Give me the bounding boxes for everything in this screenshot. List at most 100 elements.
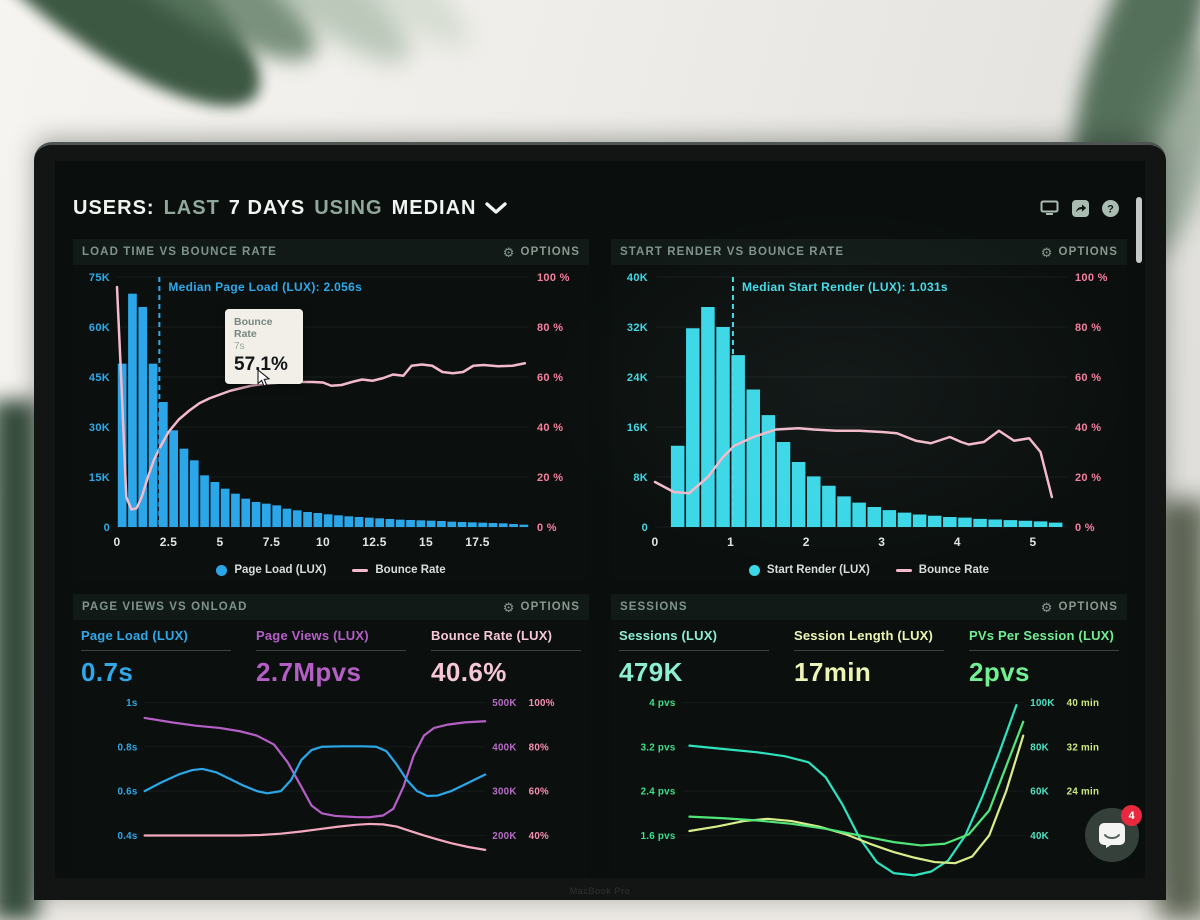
svg-text:60 %: 60 % — [537, 372, 563, 384]
options-button[interactable]: ⚙ OPTIONS — [1041, 246, 1118, 259]
tooltip-series: Bounce Rate — [234, 316, 294, 340]
options-button[interactable]: ⚙ OPTIONS — [1041, 601, 1118, 614]
svg-text:80K: 80K — [1030, 742, 1049, 753]
laptop: USERS: LAST 7 DAYS USING MEDIAN — [34, 142, 1166, 900]
svg-text:300K: 300K — [492, 787, 516, 798]
svg-text:0 %: 0 % — [537, 522, 557, 534]
legend-line-marker — [896, 569, 912, 572]
svg-text:15K: 15K — [89, 472, 110, 484]
chat-widget-button[interactable]: 4 — [1085, 808, 1139, 862]
legend-item: Bounce Rate — [352, 564, 445, 576]
svg-text:10: 10 — [316, 535, 330, 549]
svg-text:3.2 pvs: 3.2 pvs — [641, 742, 676, 753]
options-label: OPTIONS — [521, 601, 580, 613]
metric-divider — [431, 650, 581, 651]
panel-header: START RENDER VS BOUNCE RATE ⚙ OPTIONS — [611, 239, 1127, 265]
panel-sessions: SESSIONS ⚙ OPTIONS Sessions (LUX) 479K — [611, 594, 1127, 878]
legend-item: Bounce Rate — [896, 564, 989, 576]
users-range-dropdown[interactable]: USERS: LAST 7 DAYS USING MEDIAN — [73, 197, 507, 220]
metric-page-views: Page Views (LUX) 2.7Mpvs — [256, 628, 406, 688]
svg-text:40 min: 40 min — [1067, 698, 1099, 709]
svg-text:60K: 60K — [1030, 787, 1049, 798]
svg-text:0: 0 — [114, 535, 121, 549]
options-button[interactable]: ⚙ OPTIONS — [503, 246, 580, 259]
chat-unread-badge: 4 — [1121, 805, 1142, 826]
svg-text:2.4 pvs: 2.4 pvs — [641, 787, 676, 798]
panel-header: LOAD TIME VS BOUNCE RATE ⚙ OPTIONS — [73, 239, 589, 265]
svg-text:2: 2 — [803, 535, 810, 549]
laptop-bezel-text: MacBook Pro — [34, 886, 1166, 896]
svg-text:80 %: 80 % — [537, 322, 563, 334]
metric-value: 479K — [619, 657, 769, 688]
header-icons: ? — [1040, 200, 1119, 217]
svg-text:20 %: 20 % — [1075, 472, 1101, 484]
options-label: OPTIONS — [1059, 601, 1118, 613]
metric-label: Page Load (LUX) — [81, 628, 231, 643]
svg-text:400K: 400K — [492, 742, 516, 753]
metric-value: 17min — [794, 657, 944, 688]
panel-body: Sessions (LUX) 479K Session Length (LUX)… — [611, 620, 1127, 878]
legend-item: Start Render (LUX) — [749, 564, 870, 576]
svg-text:32K: 32K — [627, 322, 648, 334]
chart-legend: Page Load (LUX) Bounce Rate — [73, 559, 589, 581]
dashboard-screen: USERS: LAST 7 DAYS USING MEDIAN — [55, 161, 1145, 878]
scrollbar-thumb[interactable] — [1136, 197, 1142, 263]
svg-text:5: 5 — [217, 535, 224, 549]
svg-text:80 %: 80 % — [1075, 322, 1101, 334]
svg-text:60K: 60K — [89, 322, 110, 334]
svg-text:4: 4 — [954, 535, 961, 549]
share-icon[interactable] — [1072, 200, 1089, 217]
svg-text:17.5: 17.5 — [465, 535, 490, 549]
svg-text:40K: 40K — [1030, 831, 1049, 842]
svg-text:0: 0 — [642, 522, 648, 534]
svg-text:1.6 pvs: 1.6 pvs — [641, 831, 676, 842]
gear-icon: ⚙ — [503, 246, 516, 259]
chart-legend: Start Render (LUX) Bounce Rate — [611, 559, 1127, 581]
panel-load-time-vs-bounce-rate: LOAD TIME VS BOUNCE RATE ⚙ OPTIONS 0 15K 3… — [73, 239, 589, 581]
panel-title: START RENDER VS BOUNCE RATE — [620, 246, 844, 258]
tooltip-x-value: 7s — [234, 341, 294, 352]
metric-pvs-per-session: PVs Per Session (LUX) 2pvs — [969, 628, 1119, 688]
chevron-down-icon — [485, 202, 507, 215]
svg-text:5: 5 — [1029, 535, 1036, 549]
title-part: LAST — [164, 197, 220, 220]
svg-text:30K: 30K — [89, 422, 110, 434]
metric-sessions: Sessions (LUX) 479K — [619, 628, 769, 688]
svg-text:80%: 80% — [529, 742, 549, 753]
help-icon[interactable]: ? — [1102, 200, 1119, 217]
metric-label: PVs Per Session (LUX) — [969, 628, 1119, 643]
mouse-cursor-icon — [257, 369, 273, 387]
title-part: 7 DAYS — [229, 197, 305, 220]
metric-label: Session Length (LUX) — [794, 628, 944, 643]
metrics-row: Sessions (LUX) 479K Session Length (LUX)… — [611, 620, 1127, 690]
metric-divider — [619, 650, 769, 651]
options-label: OPTIONS — [1059, 246, 1118, 258]
panel-start-render-vs-bounce-rate: START RENDER VS BOUNCE RATE ⚙ OPTIONS 0 8… — [611, 239, 1127, 581]
plant-leaf — [0, 400, 38, 920]
svg-text:40 %: 40 % — [1075, 422, 1101, 434]
display-icon[interactable] — [1040, 200, 1059, 216]
svg-text:15: 15 — [419, 535, 433, 549]
svg-text:45K: 45K — [89, 372, 110, 384]
svg-text:100 %: 100 % — [537, 272, 570, 284]
svg-text:24 min: 24 min — [1067, 787, 1099, 798]
metrics-row: Page Load (LUX) 0.7s Page Views (LUX) 2.… — [73, 620, 589, 690]
svg-text:200K: 200K — [492, 831, 516, 842]
metric-value: 0.7s — [81, 657, 231, 688]
svg-text:7.5: 7.5 — [263, 535, 281, 549]
metric-label: Sessions (LUX) — [619, 628, 769, 643]
metric-value: 2.7Mpvs — [256, 657, 406, 688]
metric-divider — [81, 650, 231, 651]
svg-text:60 %: 60 % — [1075, 372, 1101, 384]
svg-text:0 %: 0 % — [1075, 522, 1095, 534]
svg-text:40%: 40% — [529, 831, 549, 842]
svg-text:0: 0 — [652, 535, 659, 549]
options-button[interactable]: ⚙ OPTIONS — [503, 601, 580, 614]
svg-text:0.6s: 0.6s — [117, 787, 137, 798]
metric-session-length: Session Length (LUX) 17min — [794, 628, 944, 688]
